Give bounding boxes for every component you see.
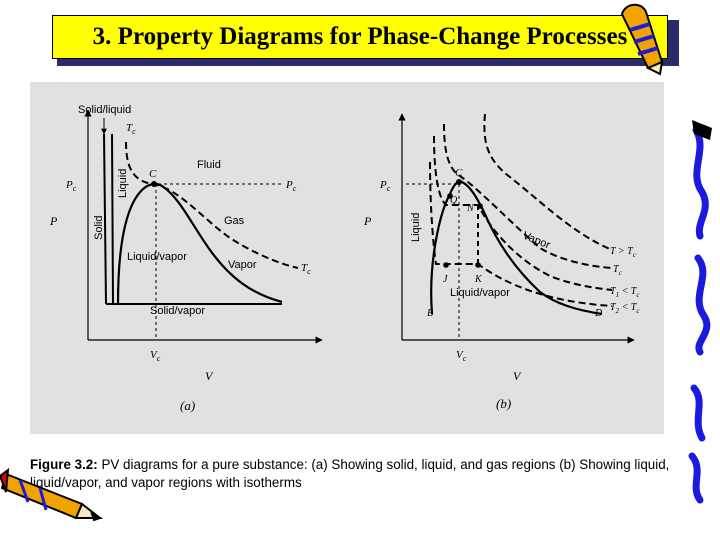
b-label-q: Q [450, 195, 458, 206]
b-label-liquid-vapor: Liquid/vapor [450, 287, 510, 299]
a-label-pc: Pc [65, 179, 77, 193]
b-label-vc: Vc [456, 349, 467, 363]
pv-diagrams: Solid/liquid Tc Liquid Solid Pc P C Flui… [49, 104, 640, 413]
b-isotherm-t1 [433, 135, 613, 291]
diagram-a: Solid/liquid Tc Liquid Solid Pc P C Flui… [49, 104, 323, 413]
a-label-fluid: Fluid [197, 159, 221, 171]
a-label-pc-right: Pc [285, 179, 297, 193]
b-label-k: K [474, 274, 483, 285]
slide-title: 3. Property Diagrams for Phase-Change Pr… [52, 15, 668, 59]
b-label-v: V [513, 369, 522, 383]
b-label-c: C [455, 167, 463, 179]
a-label-tc-right: Tc [301, 262, 311, 276]
a-label-liquid: Liquid [117, 169, 129, 198]
b-label-t-gt-tc: T > Tc [610, 246, 637, 259]
b-label-p: P [363, 214, 372, 228]
b-point-k [475, 262, 481, 268]
b-label-t2: T2 < Tc [610, 302, 640, 315]
caption-label: Figure 3.2: [30, 457, 98, 472]
a-label-gas: Gas [224, 215, 245, 227]
a-label-solid: Solid [93, 216, 105, 240]
b-isotherm-tc [443, 123, 613, 269]
figure-panel: Solid/liquid Tc Liquid Solid Pc P C Flui… [30, 82, 664, 434]
b-label-n: N [466, 203, 475, 214]
decorative-brush-strokes [688, 120, 712, 504]
a-label-tc-top: Tc [126, 122, 136, 136]
b-label-liquid: Liquid [410, 213, 422, 242]
a-label-liquid-vapor: Liquid/vapor [127, 251, 187, 263]
a-label-solid-liquid: Solid/liquid [78, 104, 131, 116]
b-point-j [443, 262, 449, 268]
b-point-c [456, 179, 462, 185]
b-label-tc: Tc [613, 264, 623, 277]
b-label-d: D [594, 308, 603, 319]
a-label-v: V [205, 369, 214, 383]
b-point-q [447, 193, 453, 199]
a-tc-isotherm [125, 141, 299, 269]
b-label-j: J [443, 274, 448, 285]
diagram-b: Pc P Liquid C Q N Vapor J K Liquid/vapor… [363, 113, 640, 411]
a-panel-label: (a) [180, 398, 195, 413]
pencil-icon [620, 3, 664, 76]
b-label-pc: Pc [379, 179, 391, 193]
b-label-b: B [427, 308, 433, 319]
b-isotherm-t-gt-tc [483, 113, 613, 251]
a-label-vapor: Vapor [228, 259, 257, 271]
figure-caption: Figure 3.2: PV diagrams for a pure subst… [30, 456, 700, 492]
b-saturation-dome [430, 180, 603, 316]
a-solid-boundary [103, 133, 107, 305]
a-critical-point [151, 181, 157, 187]
b-point-n [477, 203, 483, 209]
pencil-icon-bottom [0, 467, 103, 522]
a-label-vc: Vc [150, 349, 161, 363]
a-liquid-boundary [111, 133, 114, 305]
b-label-vapor: Vapor [521, 230, 552, 252]
b-label-t1: T1 < Tc [610, 286, 640, 299]
b-panel-label: (b) [496, 396, 511, 411]
a-saturation-dome [116, 182, 283, 305]
a-label-critical: C [149, 168, 157, 180]
a-label-p: P [49, 214, 58, 228]
a-label-solid-vapor: Solid/vapor [150, 305, 205, 317]
caption-text: PV diagrams for a pure substance: (a) Sh… [30, 457, 670, 490]
